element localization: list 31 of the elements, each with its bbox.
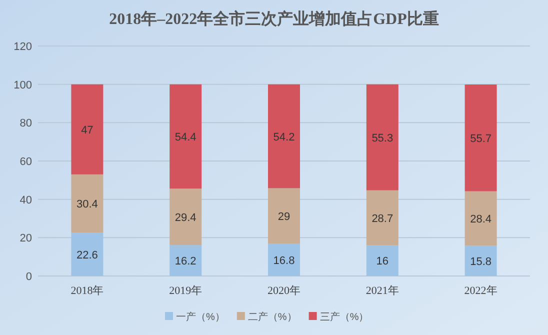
data-label: 16.2 (174, 255, 196, 268)
data-label: 54.4 (174, 131, 196, 144)
data-label: 28.7 (372, 212, 394, 225)
data-label: 47 (81, 124, 94, 136)
y-tick-label: 60 (20, 156, 32, 168)
data-label: 16.8 (273, 254, 295, 267)
x-tick-label: 2020年 (268, 285, 300, 297)
y-tick-label: 80 (20, 118, 32, 130)
x-tick-label: 2019年 (169, 285, 202, 297)
x-tick-label: 2021年 (366, 285, 399, 297)
data-label: 29.4 (174, 212, 196, 224)
x-tick-label: 2018年 (70, 285, 104, 297)
data-label: 55.3 (372, 132, 394, 144)
data-label: 54.2 (273, 131, 295, 144)
x-tick-label: 2022年 (464, 285, 498, 297)
legend-label: 二产（%） (248, 311, 297, 323)
data-label: 55.7 (470, 132, 492, 145)
data-label: 28.4 (470, 214, 492, 226)
chart-title: 2018年–2022年全市三次产业增加值占GDP比重 (109, 10, 439, 28)
y-tick-label: 120 (14, 41, 32, 53)
y-tick-label: 100 (14, 79, 32, 92)
data-label: 22.6 (76, 249, 98, 262)
legend-label: 三产（%） (320, 311, 369, 323)
data-label: 29 (278, 211, 290, 224)
data-label: 16 (376, 256, 389, 268)
legend-label: 一产（%） (176, 311, 225, 323)
y-tick-label: 20 (20, 232, 32, 245)
y-tick-label: 0 (26, 271, 32, 283)
data-label: 15.8 (470, 256, 492, 268)
data-label: 30.4 (76, 198, 98, 211)
y-tick-label: 40 (20, 194, 32, 206)
